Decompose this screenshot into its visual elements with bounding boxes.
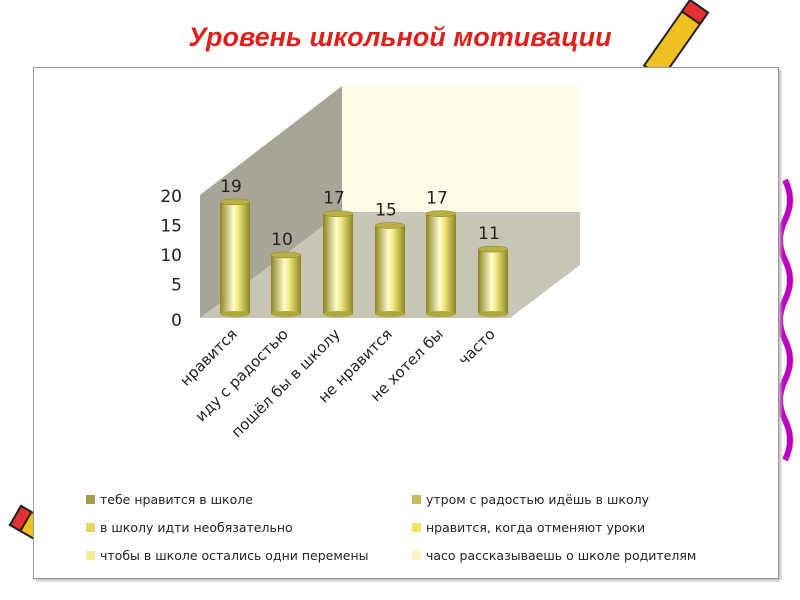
bar-top [425,210,457,217]
bar: 10 [270,230,302,317]
bar-base [271,311,301,317]
legend-label: утром с радостью идёшь в школу [426,492,650,507]
x-tick-label: иду с радостью [192,325,292,425]
legend-swatch [412,495,421,504]
bar-body [426,213,456,314]
data-label: 17 [426,189,448,209]
legend-label: нравится, когда отменяют уроки [426,520,646,535]
legend-item: утром с радостью идёшь в школу [412,492,649,507]
legend-item: нравится, когда отменяют уроки [412,520,645,535]
bar: 17 [322,189,354,317]
data-label: 15 [375,201,397,221]
y-tick-label: 10 [160,246,182,266]
bar-top [374,222,406,229]
legend-label: тебе нравится в школе [100,492,253,507]
bar-body [220,201,250,314]
bar: 15 [374,201,406,317]
bar-top [322,210,354,217]
slide-title: Уровень школьной мотивации [188,22,612,52]
y-tick-label: 5 [171,276,182,296]
bar-base [220,311,250,317]
bar-base [426,311,456,317]
y-tick-label: 15 [160,217,182,237]
legend-item: в школу идти необязательно [86,520,293,535]
x-tick-label: часто [455,325,499,369]
data-label: 17 [323,189,345,209]
bar-base [478,311,508,317]
legend-swatch [86,495,95,504]
data-label: 11 [478,224,500,244]
legend-label: часо рассказываешь о школе родителям [426,548,697,563]
legend-label: в школу идти необязательно [100,520,293,535]
data-label: 10 [271,230,293,250]
bar-body [478,249,508,314]
legend-item: чтобы в школе остались одни перемены [86,548,369,563]
bar-base [375,311,405,317]
bar-base [323,311,353,317]
bar-top [219,198,251,206]
bar-top [270,251,302,259]
data-label: 19 [220,177,242,197]
back-wall [342,86,580,212]
legend-item: тебе нравится в школе [86,492,253,507]
legend-label: чтобы в школе остались одни перемены [100,548,369,563]
legend-swatch [412,523,421,532]
legend-swatch [86,523,95,532]
bar-body [375,225,405,314]
bar-body [271,255,301,314]
y-tick-label: 20 [160,187,182,207]
legend-swatch [412,551,421,560]
legend-swatch [86,551,95,560]
bar: 19 [219,177,251,317]
bar: 11 [477,224,509,317]
bar-body [323,213,353,314]
bar: 17 [425,189,457,317]
bar-top [477,245,509,253]
legend-item: часо рассказываешь о школе родителям [412,548,696,563]
y-tick-label: 0 [171,311,182,331]
